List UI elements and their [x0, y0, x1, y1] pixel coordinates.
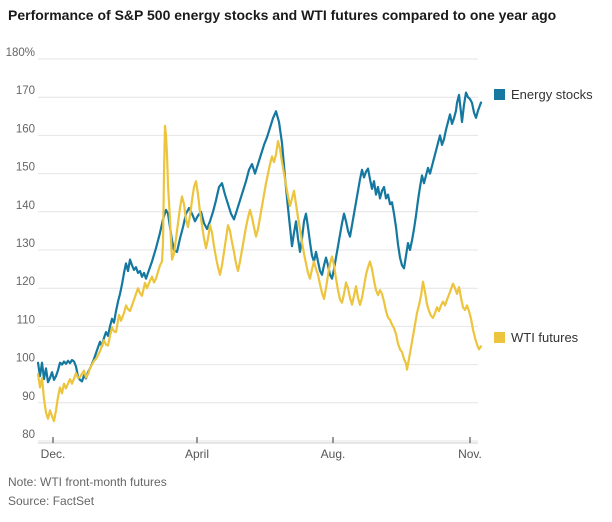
x-axis-tick-label: April [185, 447, 209, 461]
wti-futures-swatch-icon [494, 332, 505, 343]
chart-title: Performance of S&P 500 energy stocks and… [8, 7, 557, 23]
y-axis-tick-label: 160 [16, 123, 35, 135]
y-axis-tick-label: 110 [17, 314, 35, 326]
series-line-energy-stocks [36, 91, 483, 384]
legend-wti-futures: WTI futures [494, 330, 578, 345]
y-axis-tick-label: 180% [6, 47, 35, 59]
x-axis-tick-label: Nov. [458, 447, 482, 461]
chart-source: Source: FactSet [8, 493, 95, 508]
x-axis-tick-label: Dec. [41, 447, 66, 461]
series-line-wti-futures [36, 124, 483, 423]
x-axis-tick-label: Aug. [321, 447, 346, 461]
y-axis-tick-label: 80 [22, 429, 35, 441]
y-axis-tick-label: 120 [16, 276, 35, 288]
y-axis-tick-label: 90 [22, 391, 35, 403]
y-axis-tick-label: 150 [16, 162, 35, 174]
y-axis-tick-label: 130 [16, 238, 35, 250]
legend-energy-stocks-label: Energy stocks [511, 87, 593, 102]
chart-footer: Note: WTI front-month futures Source: Fa… [8, 473, 167, 510]
y-axis-tick-label: 170 [16, 85, 35, 97]
y-axis-tick-label: 140 [16, 200, 35, 212]
energy-stocks-swatch-icon [494, 89, 505, 100]
legend-energy-stocks: Energy stocks [494, 87, 593, 102]
y-axis-tick-label: 100 [16, 353, 35, 365]
chart-note: Note: WTI front-month futures [8, 475, 167, 489]
legend-wti-futures-label: WTI futures [511, 330, 579, 345]
